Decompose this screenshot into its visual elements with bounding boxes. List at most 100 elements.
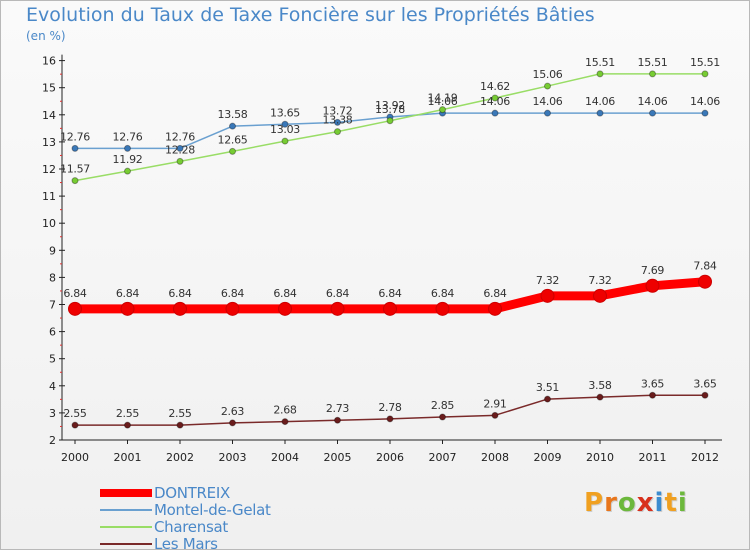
y-tick-label: 15: [42, 82, 56, 95]
data-point-dontreix: [383, 301, 397, 316]
series-line-charensat: [74, 73, 706, 182]
data-point-les-mars: [176, 421, 184, 429]
data-point-les-mars: [334, 416, 341, 424]
data-label-les-mars: 2.63: [221, 405, 245, 418]
x-tick-label: 2002: [166, 451, 194, 464]
chart-subtitle: (en %): [26, 29, 66, 43]
data-point-dontreix: [173, 301, 187, 316]
y-tick-label: 13: [42, 136, 56, 149]
y-tick-label: 16: [42, 55, 56, 68]
data-point-montel-de-gelat: [281, 120, 289, 128]
logo-letter: i: [677, 488, 688, 518]
legend-label-les-mars: Les Mars: [154, 535, 218, 553]
y-tick-label: 4: [49, 380, 56, 393]
y-tick-label: 3: [49, 407, 56, 420]
data-point-les-mars: [71, 421, 79, 429]
data-label-charensat: 15.51: [638, 56, 668, 69]
data-point-dontreix: [488, 301, 502, 316]
logo-letter: t: [664, 488, 678, 518]
legend-swatch-dontreix: [100, 489, 152, 497]
data-label-charensat: 15.51: [585, 56, 615, 69]
data-point-dontreix: [593, 288, 607, 303]
x-tick-label: 2006: [376, 451, 404, 464]
data-point-charensat: [334, 128, 341, 136]
y-tick-label: 12: [42, 163, 56, 176]
data-label-dontreix: 7.84: [693, 260, 717, 273]
data-label-les-mars: 2.55: [168, 407, 192, 420]
data-label-les-mars: 2.73: [326, 402, 350, 415]
logo-letter: r: [604, 488, 618, 518]
data-label-charensat: 11.57: [60, 163, 90, 176]
data-label-montel-de-gelat: 14.06: [480, 95, 510, 108]
data-label-charensat: 15.51: [690, 56, 720, 69]
data-label-les-mars: 3.65: [641, 377, 665, 390]
logo-letter: x: [636, 488, 655, 518]
x-tick-label: 2009: [534, 451, 562, 464]
data-point-dontreix: [225, 301, 240, 316]
data-point-les-mars: [649, 391, 656, 399]
data-point-charensat: [281, 137, 289, 145]
data-point-montel-de-gelat: [176, 144, 184, 152]
data-point-montel-de-gelat: [124, 144, 131, 152]
legend-label-montel-de-gelat: Montel-de-Gelat: [154, 501, 271, 519]
data-point-montel-de-gelat: [701, 109, 709, 117]
data-point-dontreix: [435, 301, 450, 316]
y-tick-label: 9: [49, 244, 56, 257]
data-label-montel-de-gelat: 12.76: [165, 130, 195, 143]
data-label-dontreix: 6.84: [431, 287, 455, 300]
y-tick-label: 7: [49, 299, 56, 312]
data-label-montel-de-gelat: 13.72: [323, 104, 353, 117]
x-tick-label: 2003: [219, 451, 247, 464]
y-tick-label: 8: [49, 271, 56, 284]
data-label-les-mars: 3.58: [588, 379, 612, 392]
data-label-dontreix: 6.84: [221, 287, 245, 300]
data-point-charensat: [229, 147, 236, 155]
y-tick-label: 2: [49, 434, 56, 447]
data-point-dontreix: [68, 301, 82, 316]
data-point-les-mars: [281, 418, 289, 426]
x-tick-label: 2001: [114, 451, 142, 464]
data-point-montel-de-gelat: [596, 109, 604, 117]
data-label-les-mars: 3.51: [536, 381, 559, 394]
data-point-dontreix: [645, 278, 660, 293]
data-label-les-mars: 2.91: [483, 397, 506, 410]
data-label-montel-de-gelat: 13.92: [375, 99, 405, 112]
x-tick-label: 2010: [586, 451, 614, 464]
data-point-montel-de-gelat: [334, 118, 341, 126]
x-tick-label: 2005: [324, 451, 352, 464]
y-tick-label: 5: [49, 353, 56, 366]
data-point-charensat: [649, 70, 656, 78]
data-point-les-mars: [439, 413, 446, 421]
y-tick-label: 10: [42, 217, 56, 230]
data-label-charensat: 13.03: [270, 123, 300, 136]
data-point-charensat: [491, 94, 499, 102]
x-tick-label: 2000: [61, 451, 89, 464]
data-point-les-mars: [124, 421, 131, 429]
legend-swatch-les-mars: [100, 543, 152, 545]
data-point-dontreix: [540, 288, 555, 303]
data-point-montel-de-gelat: [229, 122, 236, 130]
data-label-dontreix: 6.84: [116, 287, 140, 300]
data-label-dontreix: 7.32: [588, 274, 611, 287]
data-point-charensat: [71, 177, 79, 185]
data-label-les-mars: 2.85: [431, 399, 455, 412]
data-point-les-mars: [701, 391, 709, 399]
legend-swatch-montel-de-gelat: [100, 509, 152, 511]
data-label-dontreix: 7.69: [641, 264, 665, 277]
data-point-dontreix: [330, 301, 345, 316]
data-point-les-mars: [229, 419, 236, 427]
x-tick-label: 2012: [691, 451, 719, 464]
data-label-dontreix: 6.84: [168, 287, 192, 300]
y-tick-label: 6: [49, 326, 56, 339]
data-point-dontreix: [698, 274, 712, 289]
legend-swatch-charensat: [100, 526, 152, 528]
data-label-dontreix: 6.84: [273, 287, 297, 300]
data-label-montel-de-gelat: 14.06: [690, 95, 720, 108]
data-point-charensat: [544, 82, 551, 90]
data-point-montel-de-gelat: [544, 109, 551, 117]
data-label-les-mars: 2.78: [378, 401, 402, 414]
logo-letter: P: [584, 488, 605, 518]
data-label-montel-de-gelat: 14.06: [533, 95, 563, 108]
data-point-charensat: [439, 106, 446, 114]
